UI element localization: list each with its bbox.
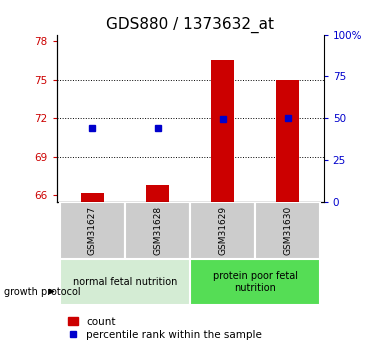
Bar <box>60 259 190 305</box>
Text: GSM31629: GSM31629 <box>218 206 227 255</box>
Text: normal fetal nutrition: normal fetal nutrition <box>73 277 177 287</box>
Bar <box>81 194 104 202</box>
Bar <box>255 202 321 259</box>
Text: GSM31627: GSM31627 <box>88 206 97 255</box>
Text: growth protocol: growth protocol <box>4 287 80 296</box>
Legend: count, percentile rank within the sample: count, percentile rank within the sample <box>67 317 262 340</box>
Bar <box>60 202 125 259</box>
Bar <box>146 185 169 202</box>
Text: protein poor fetal
nutrition: protein poor fetal nutrition <box>213 271 298 293</box>
Bar <box>211 60 234 202</box>
Text: GSM31630: GSM31630 <box>284 206 292 255</box>
Bar <box>190 259 321 305</box>
Bar <box>190 202 255 259</box>
Title: GDS880 / 1373632_at: GDS880 / 1373632_at <box>106 17 274 33</box>
Bar <box>277 80 299 202</box>
Bar <box>125 202 190 259</box>
Text: GSM31628: GSM31628 <box>153 206 162 255</box>
